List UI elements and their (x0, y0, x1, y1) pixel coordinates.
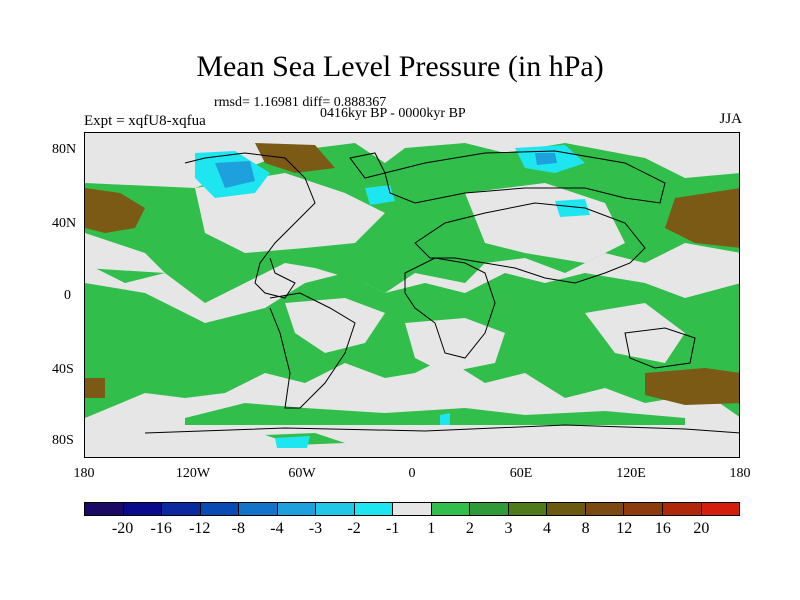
positive-anomaly-regions (85, 143, 739, 445)
colorbar-label: -3 (308, 520, 323, 537)
lat-label: 40S (52, 362, 74, 377)
colorbar-label: 16 (654, 520, 671, 537)
colorbar-label: -20 (111, 520, 134, 537)
season-label: JJA (719, 111, 742, 127)
colorbar (84, 502, 740, 516)
colorbar-cell (85, 503, 124, 515)
lon-label: 60E (509, 466, 533, 481)
lon-label: 120W (175, 466, 211, 481)
colorbar-cell (277, 503, 317, 515)
colorbar-label: 1 (427, 520, 436, 537)
colorbar-label: -4 (270, 520, 284, 537)
lon-label: 180 (729, 466, 751, 481)
colorbar-cell (123, 503, 163, 515)
colorbar-label: 4 (543, 520, 552, 537)
colorbar-cell (354, 503, 394, 515)
lat-label: 80S (52, 433, 74, 448)
colorbar-cell (200, 503, 240, 515)
lon-label: 60W (288, 466, 316, 481)
lat-label: 80N (52, 142, 77, 157)
colorbar-label: -16 (150, 520, 172, 537)
lon-label: 180 (73, 466, 95, 481)
stronger-negative-regions (215, 153, 557, 188)
colorbar-label: 3 (504, 520, 513, 537)
pressure-map (84, 132, 740, 458)
lon-label: 0 (408, 466, 416, 481)
colorbar-cell (316, 503, 355, 515)
colorbar-label: -12 (189, 520, 211, 537)
stats-line: rmsd= 1.16981 diff= 0.888367 (214, 95, 387, 110)
coastlines (144, 150, 739, 434)
colorbar-cell (585, 503, 625, 515)
colorbar-label: -2 (347, 520, 361, 537)
colorbar-cell (508, 503, 548, 515)
lon-label: 120E (616, 466, 646, 481)
colorbar-cell (239, 503, 278, 515)
plot-title: Mean Sea Level Pressure (in hPa) (196, 50, 604, 83)
experiment-label: Expt = xqfU8-xqfua (84, 113, 206, 129)
colorbar-label: -1 (386, 520, 400, 537)
colorbar-cell (701, 503, 740, 515)
period-line: 0416kyr BP - 0000kyr BP (320, 106, 466, 121)
colorbar-cell (470, 503, 509, 515)
colorbar-cell (393, 503, 432, 515)
colorbar-cell (547, 503, 586, 515)
colorbar-label: 20 (693, 520, 710, 537)
colorbar-label: 8 (581, 520, 590, 537)
lat-label: 0 (64, 288, 71, 303)
lat-label: 40N (52, 216, 77, 231)
strong-positive-regions (85, 143, 739, 405)
colorbar-cell (662, 503, 702, 515)
colorbar-label: 2 (465, 520, 474, 537)
colorbar-cell (162, 503, 201, 515)
colorbar-label: 12 (616, 520, 633, 537)
colorbar-label: -8 (231, 520, 246, 537)
colorbar-cell (431, 503, 471, 515)
colorbar-cell (624, 503, 663, 515)
